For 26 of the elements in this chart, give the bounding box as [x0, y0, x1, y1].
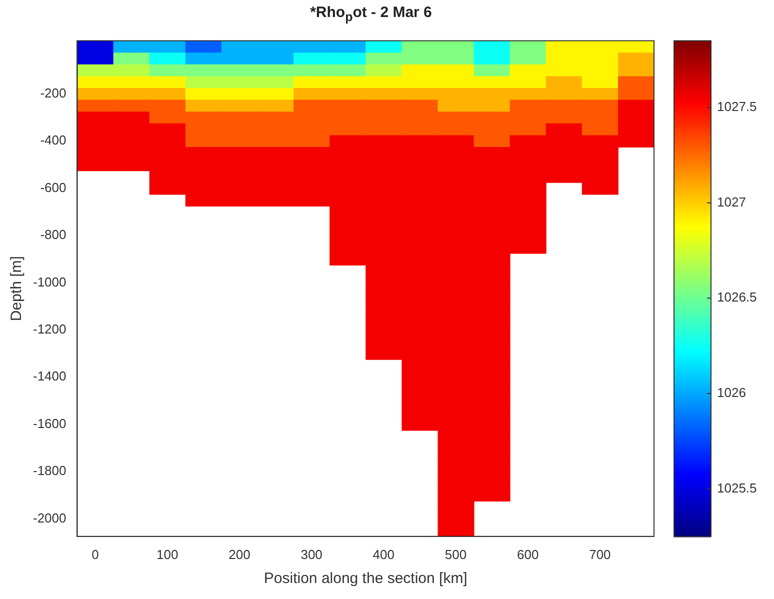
color-bar-label: 1027.5: [717, 99, 757, 114]
color-bar-label: 1026: [717, 385, 746, 400]
chart-title: *Rho$_{p}$ot - 2 Mar 6: [309, 4, 433, 24]
y-tick-label: -400: [40, 132, 66, 148]
y-tick-label: -600: [40, 180, 66, 195]
y-tick-label: -1800: [33, 463, 66, 478]
x-tick-label: 100: [156, 546, 178, 562]
y-axis-title: Depth [m]: [8, 256, 26, 322]
color-bar-label: 1025.5: [717, 480, 757, 496]
x-tick-label: 700: [589, 546, 611, 562]
x-axis-title: Position along the section [km]: [264, 570, 468, 588]
x-tick-label: 600: [516, 546, 539, 562]
y-tick-label: -1400: [33, 368, 66, 384]
y-tick-label: -1200: [33, 321, 66, 336]
x-tick-label: 300: [300, 546, 322, 562]
color-bar-label: 1027: [717, 194, 746, 210]
x-tick-label: 200: [228, 546, 250, 562]
y-tick-label: -1000: [33, 274, 66, 290]
x-tick-label: 500: [444, 546, 467, 562]
color-bar-label: 1026.5: [717, 290, 757, 305]
y-tick-label: -1600: [33, 416, 66, 431]
y-tick-label: -200: [40, 85, 66, 100]
x-tick-label: 400: [372, 546, 394, 562]
y-tick-label: -2000: [33, 510, 66, 526]
y-tick-label: -800: [40, 227, 66, 242]
x-tick-label: 0: [92, 546, 99, 562]
